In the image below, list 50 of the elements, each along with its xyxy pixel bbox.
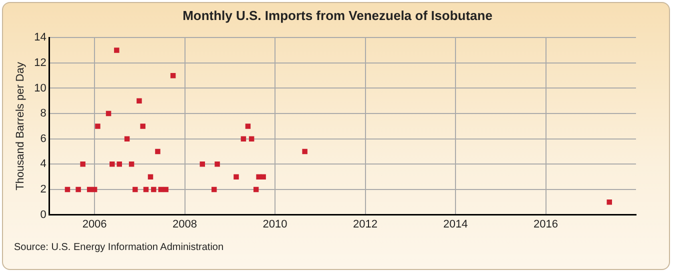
- point: [92, 186, 98, 192]
- y-tick-label: 0: [40, 208, 46, 221]
- point: [80, 162, 86, 167]
- point: [151, 186, 156, 192]
- y-tick-label: 4: [40, 158, 46, 170]
- point: [256, 174, 262, 180]
- point: [606, 200, 612, 205]
- point: [170, 72, 176, 78]
- source-note: Source: U.S. Energy Information Administration: [14, 242, 224, 253]
- y-tick-label: 6: [40, 132, 46, 145]
- point: [148, 174, 154, 180]
- point: [76, 186, 81, 192]
- x-tick-label: 2012: [353, 218, 378, 230]
- point: [248, 136, 254, 142]
- point: [245, 124, 251, 129]
- chart-title: Monthly U.S. Imports from Venezuela of Isobutane: [182, 8, 494, 23]
- y-tick-label: 10: [34, 82, 46, 94]
- point: [124, 136, 130, 142]
- point: [64, 186, 70, 192]
- point: [302, 148, 308, 154]
- point: [143, 186, 149, 192]
- point: [212, 186, 217, 192]
- point: [106, 110, 112, 116]
- point: [240, 136, 246, 142]
- y-tick-label: 12: [34, 56, 46, 69]
- y-tick-label: 8: [40, 108, 46, 120]
- point: [234, 174, 239, 180]
- x-tick-label: 2008: [172, 218, 198, 230]
- point: [95, 124, 100, 129]
- point: [116, 162, 122, 167]
- point: [114, 48, 120, 53]
- point: [86, 186, 92, 192]
- point: [132, 186, 138, 192]
- point: [155, 148, 160, 154]
- point: [110, 162, 115, 167]
- point: [260, 174, 266, 180]
- point: [163, 186, 168, 192]
- point: [140, 124, 146, 129]
- point: [214, 162, 220, 167]
- y-tick-label: 2: [40, 184, 46, 196]
- y-tick-label: 14: [34, 32, 46, 44]
- point: [253, 186, 259, 192]
- x-tick-label: 2014: [443, 218, 468, 230]
- y-axis-title: Thousand Barrels per Day: [14, 62, 27, 190]
- point: [128, 162, 134, 167]
- point: [200, 162, 206, 167]
- x-tick-label: 2016: [534, 218, 558, 230]
- point: [136, 98, 142, 104]
- x-tick-label: 2006: [82, 218, 107, 230]
- x-tick-label: 2010: [262, 218, 288, 230]
